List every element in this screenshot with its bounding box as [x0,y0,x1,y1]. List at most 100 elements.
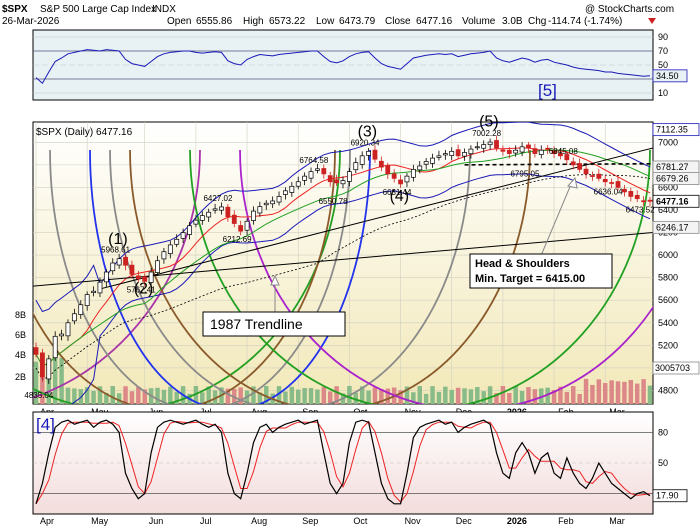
price-annotation: 6845.08 [549,147,578,156]
candle-body [84,294,90,306]
volume-bar [52,354,58,404]
candle-body [602,179,608,183]
volume-bar [372,387,378,404]
volume-bar [379,388,384,404]
volume-bar [276,386,282,404]
wave-labels: (1) (2) (3) (4) (5) [108,114,499,298]
x-tick-label: May [91,516,109,526]
candle-body [65,322,71,337]
high-value: 6573.22 [269,16,306,27]
volume-bar [110,386,115,404]
volume-bar [161,389,167,404]
date-label: 26-Mar-2026 [2,16,60,27]
price-tick-label: 6000 [658,250,678,260]
price-tick-label: 6600 [658,182,678,192]
rsi-tag-label: 34.50 [656,71,679,81]
volume-bar [65,387,71,404]
price-tick-label: 5400 [658,318,678,328]
overlay-lines [33,122,653,404]
volume-bar [455,387,461,404]
price-tick-label: 5600 [658,295,678,305]
volume-bar [577,393,582,404]
candle-body [238,225,244,232]
neckline [464,162,653,166]
cycle-arc [33,149,201,399]
x-tick-label: Dec [456,516,473,526]
hs-label-line2: Min. Target = 6415.00 [475,273,585,285]
wave-5-major-label: [5] [538,81,557,100]
down-arrow-icon [648,18,656,24]
volume-bar [526,387,531,404]
candle-body [225,206,231,218]
candle-body [148,271,154,283]
low-value: 6473.79 [339,16,376,27]
volume-bar [609,380,614,404]
source-label: @ StockCharts.com [585,4,674,15]
price-legend: $SPX (Daily) 6477.16 [36,127,133,138]
volume-scale-label: 4B [15,350,26,360]
cycle-arc [189,149,651,404]
candle-body [564,154,570,161]
head-shoulders-callout: Head & Shoulders Min. Target = 6415.00 [469,176,613,289]
volume-bar [558,386,563,404]
price-tag-box [652,220,700,234]
volume-bar [359,386,365,404]
volume-bar [225,388,231,404]
price-annotation: 6764.58 [299,156,328,165]
chart-header: $SPX S&P 500 Large Cap Index INDX @ Stoc… [2,4,674,27]
volume-bar [602,382,608,404]
volume-bar [289,386,295,404]
trendline-label: 1987 Trendline [210,316,303,332]
hs-label-line1: Head & Shoulders [475,258,570,270]
trendline-label-box [202,311,346,337]
volume-tag-box [652,361,700,375]
price-tag-box [652,172,700,185]
volume-bar [641,379,646,404]
price-tag-box [652,194,700,208]
volume-bar [302,387,307,404]
candle-body [513,149,519,154]
candle-body [538,149,544,155]
candle-body [97,281,103,294]
close-value: 6477.16 [416,16,453,27]
price-tag-label: 6781.27 [656,162,689,172]
stochastic-panel: 205080 17.90 [4] [32,411,688,515]
candle-body [474,146,480,149]
volume-bar [295,389,301,404]
candle-body [315,168,320,171]
price-annotation: 6636.04 [594,187,623,196]
chg-value: -114.74 (-1.74%) [548,16,622,27]
candle-body [295,181,301,187]
candle-body [609,182,615,184]
volume-bar [430,386,435,404]
candle-body [91,290,96,293]
volume-bar [174,391,179,404]
volume-scale-label: 8B [15,310,26,320]
rsi-panel: 1030507090 34.50 [32,29,688,101]
rsi-last-tag: 34.50 [652,69,688,83]
candle-body [558,153,563,157]
candle-body [372,149,378,160]
volume-bar [583,378,589,404]
moving-average-long [35,174,651,380]
high-label: High [243,16,264,27]
volume-bar [628,379,634,404]
candle-body [302,175,308,181]
price-annotation: 6473.52 [626,206,655,215]
volume-bar [423,393,429,404]
candle-body [532,148,538,154]
candle-body [468,148,474,155]
volume-bar [436,391,442,404]
volume-bar [257,392,263,404]
volume-bar [596,379,602,404]
volume-bar [142,389,147,404]
candles [33,135,653,384]
stochastic-tag-label: 17.90 [656,491,679,501]
exchange-label: INDX [152,4,176,15]
symbol-label: $SPX [2,4,28,15]
volume-bar [251,386,256,404]
volume-bar [475,387,480,404]
rsi-tick-label: 10 [658,88,668,98]
volume-bar [366,390,371,404]
